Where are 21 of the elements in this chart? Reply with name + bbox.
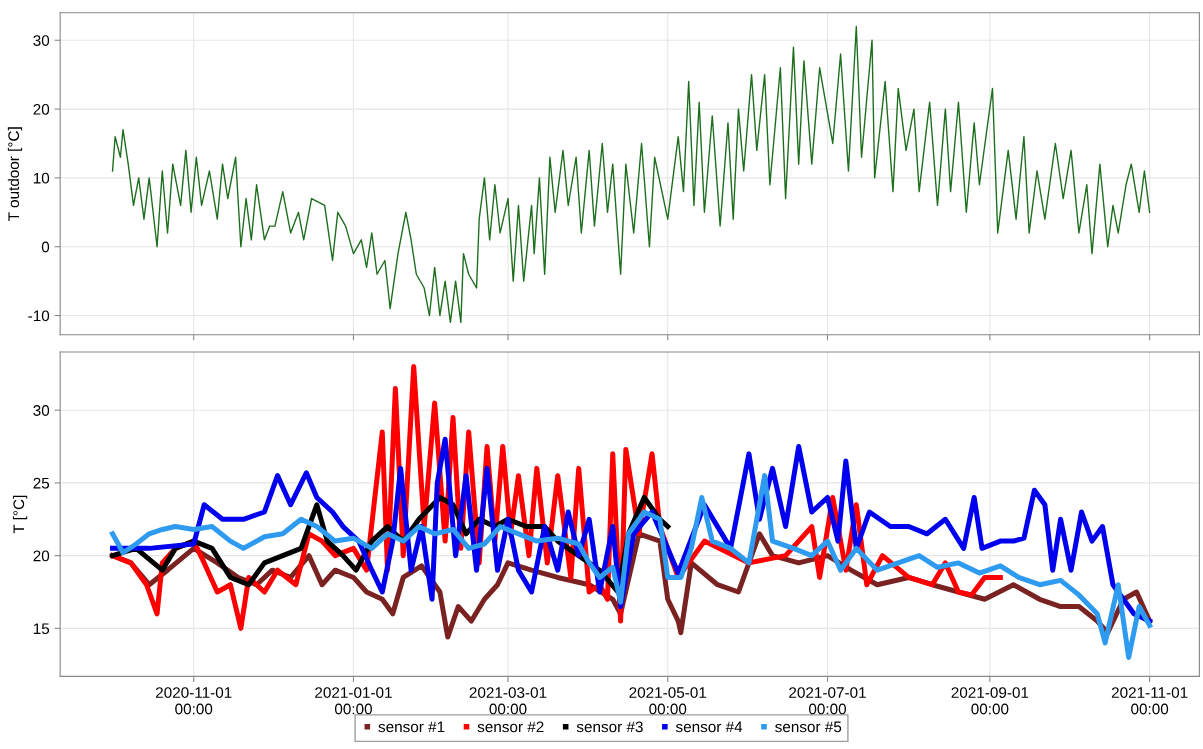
y-tick-label: 30 [33, 405, 50, 416]
y-tick-label: 25 [33, 477, 50, 489]
x-tick-label: 2021-09-01 00:00 [951, 687, 1029, 715]
y-tick-label: 20 [33, 103, 50, 115]
y-axis-title: T outdoor [°C] [7, 127, 23, 221]
legend-label: sensor #3 [576, 721, 643, 733]
y-tick-label: 30 [33, 35, 50, 46]
x-tick-label: 2021-07-01 00:00 [789, 687, 866, 715]
legend-label: sensor #2 [477, 721, 544, 733]
y-tick-label: 10 [33, 172, 50, 184]
y-tick-label: 15 [33, 623, 50, 635]
y-tick-label: -10 [28, 310, 50, 322]
legend-label: sensor #4 [675, 721, 743, 733]
y-tick-label: 20 [33, 550, 50, 562]
y-tick-label: 0 [41, 241, 50, 253]
y-axis-title: T [°C] [12, 495, 28, 534]
legend-label: sensor #5 [775, 721, 842, 733]
x-tick-label: 2020-11-01 00:00 [155, 687, 232, 715]
line-series [111, 25, 1151, 324]
x-tick-label: 2021-11-01 00:00 [1111, 687, 1188, 715]
legend-label: sensor #1 [378, 721, 445, 733]
